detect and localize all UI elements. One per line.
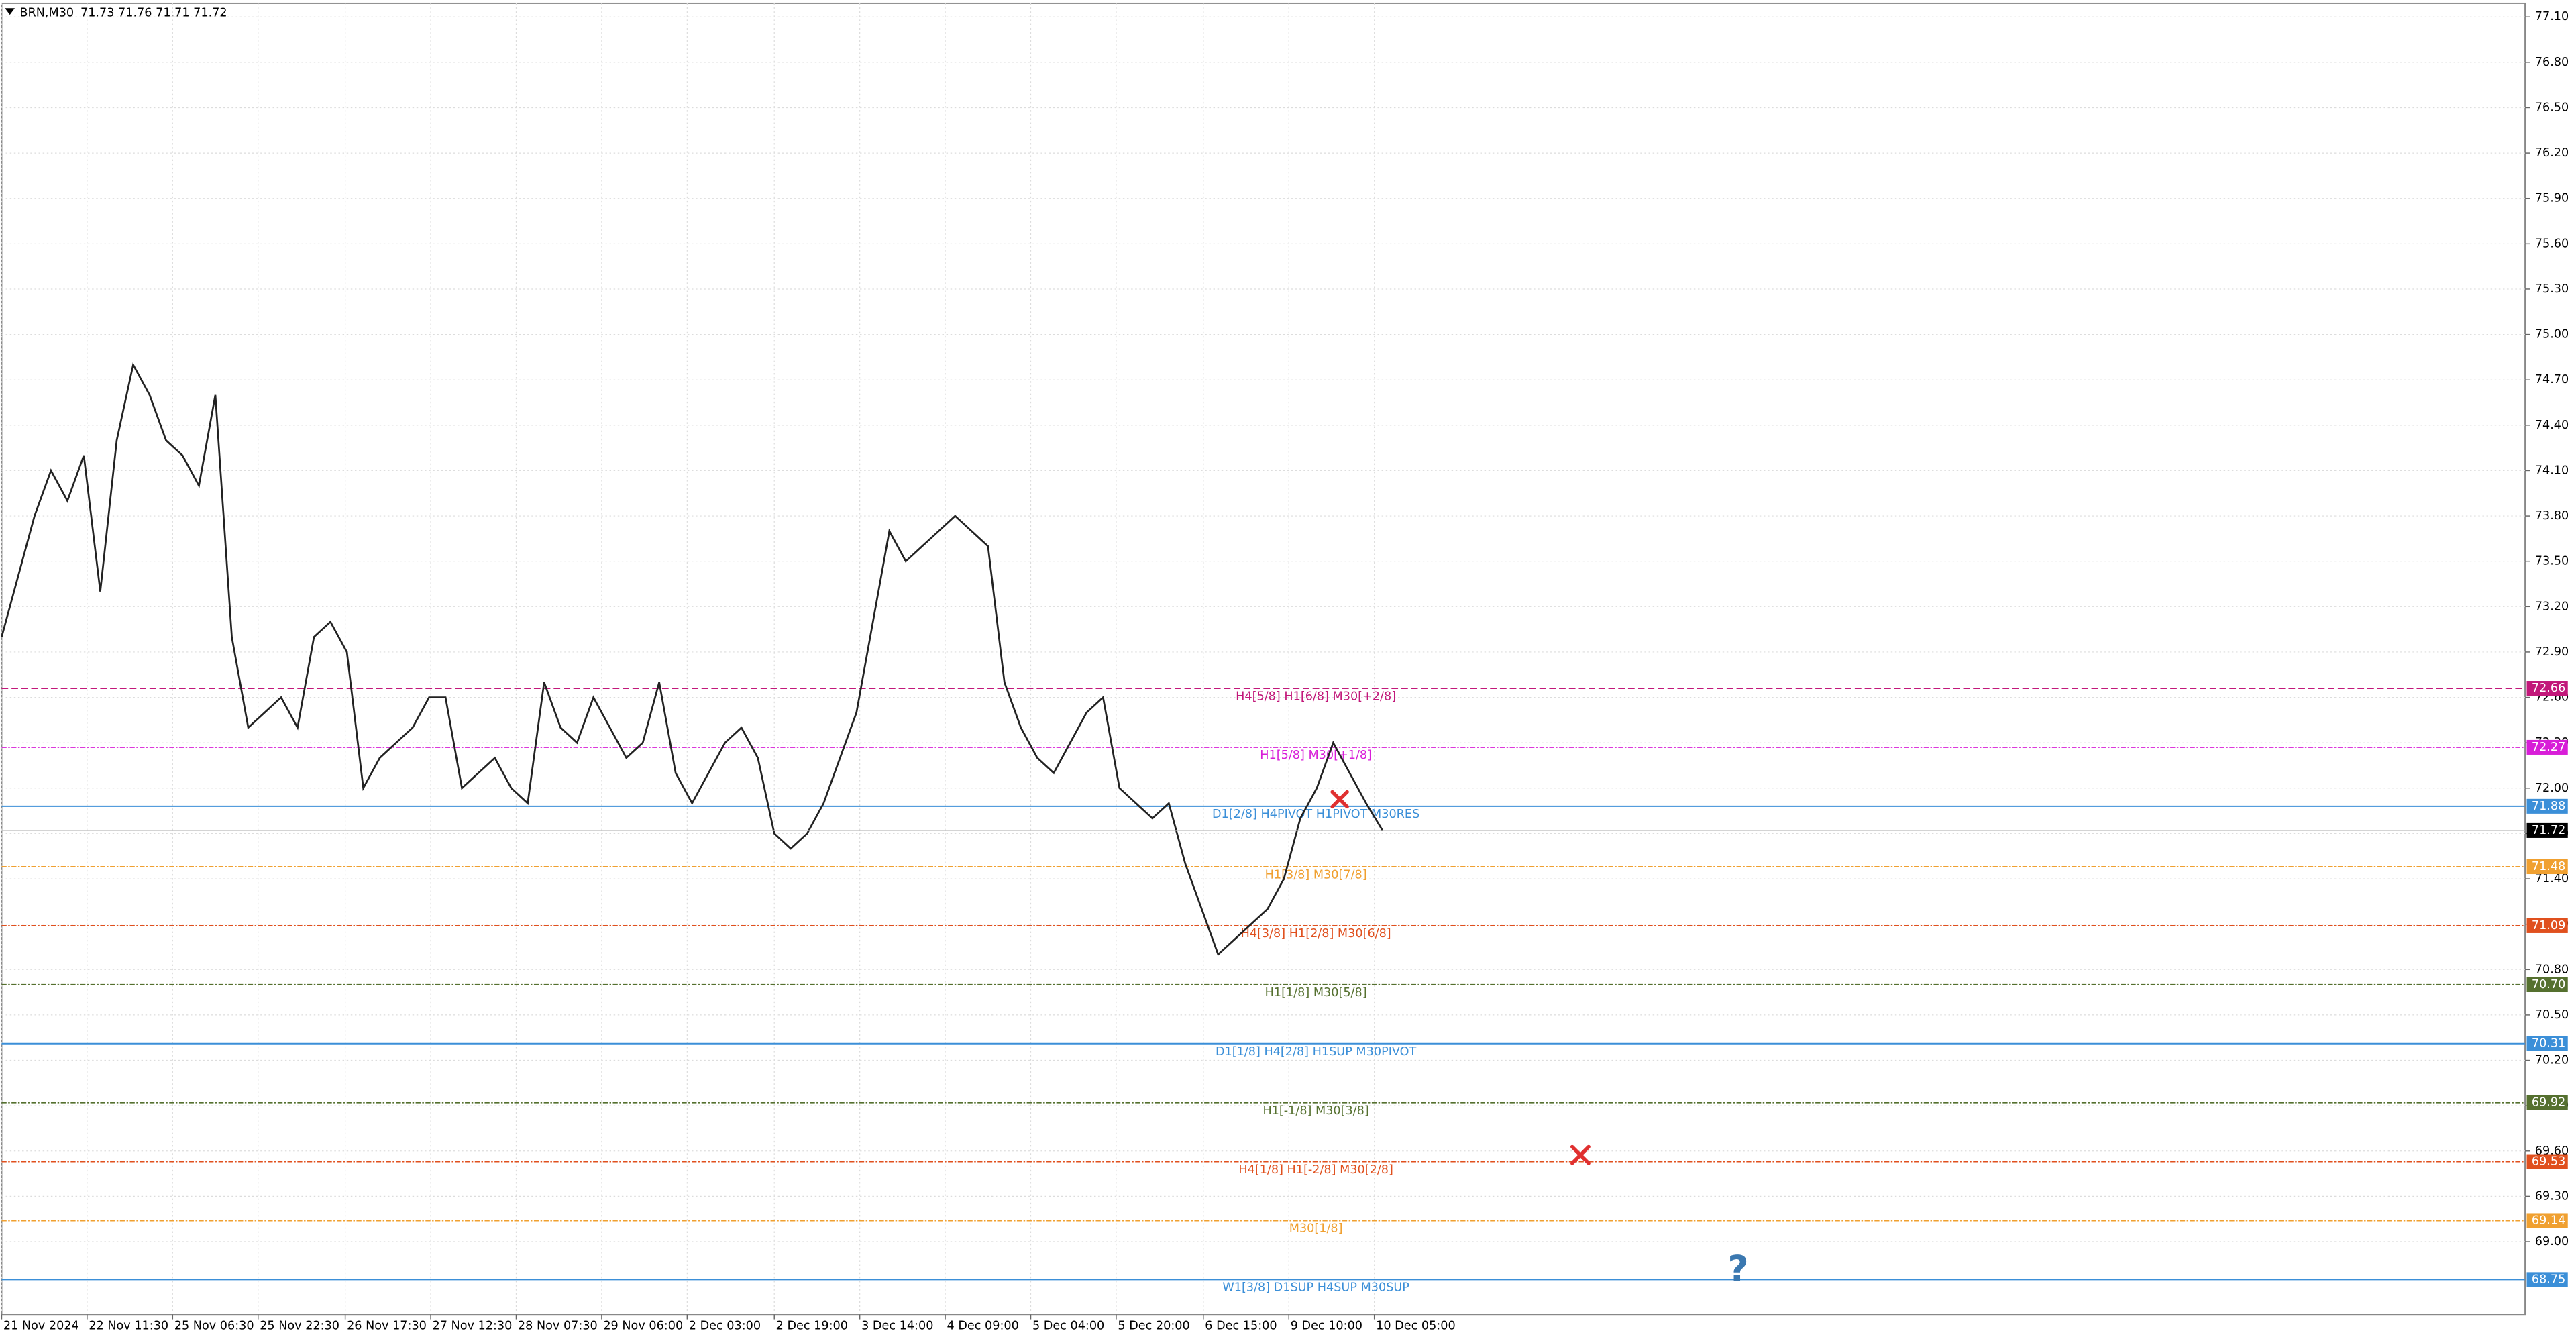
current-price-box	[2526, 822, 2568, 838]
x-tick-label: 25 Nov 22:30	[260, 1319, 339, 1332]
x-tick-label: 22 Nov 11:30	[89, 1319, 168, 1332]
y-tick-label: 76.80	[2535, 56, 2569, 69]
y-tick-label: 73.20	[2535, 600, 2569, 613]
price-box	[2526, 1036, 2568, 1051]
price-box-label: 71.88	[2532, 800, 2565, 813]
level-label: W1[3/8] D1SUP H4SUP M30SUP	[1222, 1281, 1409, 1295]
level-label: M30[1/8]	[1289, 1222, 1343, 1236]
price-box-label: 72.66	[2532, 682, 2565, 695]
price-box	[2526, 918, 2568, 933]
price-box	[2526, 1272, 2568, 1287]
y-tick-label: 75.30	[2535, 282, 2569, 296]
y-tick-label: 76.50	[2535, 101, 2569, 114]
price-box-label: 70.31	[2532, 1037, 2565, 1051]
price-box	[2526, 859, 2568, 875]
x-tick-label: 28 Nov 07:30	[518, 1319, 598, 1332]
x-tick-label: 25 Nov 06:30	[174, 1319, 254, 1332]
price-box-label: 70.70	[2532, 978, 2565, 992]
price-box	[2526, 739, 2568, 755]
y-tick-label: 74.40	[2535, 419, 2569, 432]
x-tick-label: 3 Dec 14:00	[861, 1319, 933, 1332]
price-line	[1, 362, 1384, 957]
y-tick-label: 74.10	[2535, 464, 2569, 477]
level-label: D1[1/8] H4[2/8] H1SUP M30PIVOT	[1216, 1045, 1417, 1059]
price-box	[2526, 977, 2568, 992]
price-box-label: 71.48	[2532, 860, 2565, 873]
x-tick-label: 2 Dec 03:00	[689, 1319, 761, 1332]
quote: 71.73 71.76 71.71 71.72	[80, 7, 227, 20]
level-label: H4[5/8] H1[6/8] M30[+2/8]	[1236, 690, 1396, 703]
x-tick-label: 5 Dec 04:00	[1032, 1319, 1104, 1332]
price-box-label: 72.27	[2532, 741, 2565, 754]
question-icon: ?	[1727, 1248, 1748, 1290]
price-box-label: 69.92	[2532, 1096, 2565, 1110]
x-tick-label: 10 Dec 05:00	[1376, 1319, 1456, 1332]
marks: 77.10 76.80 76.50 76.20 75.90 75.60 75.30 75.00…	[1, 3, 2569, 1332]
y-tick-label: 71.40	[2535, 872, 2569, 886]
price-box-label: 69.53	[2532, 1155, 2565, 1169]
y-tick-label: 73.50	[2535, 555, 2569, 568]
price-box	[2526, 1095, 2568, 1110]
x-tick-label: 4 Dec 09:00	[947, 1319, 1019, 1332]
level-label: H1[-1/8] M30[3/8]	[1263, 1104, 1368, 1118]
x-tick-label: 21 Nov 2024	[3, 1319, 79, 1332]
level-label: H1[3/8] M30[7/8]	[1265, 868, 1367, 881]
price-box-label: 68.75	[2532, 1273, 2565, 1286]
y-tick-label: 73.80	[2535, 509, 2569, 523]
level-label: D1[2/8] H4PIVOT H1PIVOT M30RES	[1212, 808, 1419, 821]
y-tick-label: 69.00	[2535, 1235, 2569, 1248]
y-tick-label: 76.20	[2535, 146, 2569, 160]
x-tick-label: 2 Dec 19:00	[776, 1319, 848, 1332]
y-tick-label: 69.30	[2535, 1189, 2569, 1203]
y-tick-label: 75.60	[2535, 237, 2569, 250]
level-label: H4[1/8] H1[-2/8] M30[2/8]	[1238, 1163, 1393, 1177]
y-tick-label: 70.50	[2535, 1008, 2569, 1022]
y-tick-label: 70.20	[2535, 1054, 2569, 1067]
y-tick-label: 77.10	[2535, 10, 2569, 23]
x-tick-label: 5 Dec 20:00	[1118, 1319, 1189, 1332]
price-box	[2526, 1154, 2568, 1169]
y-tick-label: 72.90	[2535, 645, 2569, 659]
level-label: H1[5/8] M30[+1/8]	[1260, 749, 1372, 762]
y-tick-label: 72.00	[2535, 782, 2569, 795]
price-box-label: 71.09	[2532, 919, 2565, 932]
x-tick-label: 29 Nov 06:00	[603, 1319, 683, 1332]
x-tick-label: 9 Dec 10:00	[1291, 1319, 1362, 1332]
level-label: H4[3/8] H1[2/8] M30[6/8]	[1241, 927, 1391, 941]
level-label: H1[1/8] M30[5/8]	[1265, 986, 1367, 1000]
signal-cross	[1330, 790, 1591, 1165]
x-tick-label: 6 Dec 15:00	[1205, 1319, 1277, 1332]
price-box	[2526, 681, 2568, 696]
price-box-label: 69.14	[2532, 1214, 2565, 1227]
x-tick-label: 26 Nov 17:30	[347, 1319, 427, 1332]
x-tick-label: 27 Nov 12:30	[432, 1319, 512, 1332]
symbol: BRN,M30	[19, 7, 74, 20]
menu-arrow[interactable]	[5, 8, 15, 15]
y-tick-label: 75.90	[2535, 192, 2569, 205]
y-tick-label: 70.80	[2535, 963, 2569, 976]
y-tick-label: 74.70	[2535, 373, 2569, 386]
plot-frame	[1, 2, 2526, 1316]
y-tick-label: 75.00	[2535, 328, 2569, 341]
current-price-label: 71.72	[2532, 824, 2565, 837]
price-box	[2526, 1213, 2568, 1228]
price-box	[2526, 798, 2568, 814]
